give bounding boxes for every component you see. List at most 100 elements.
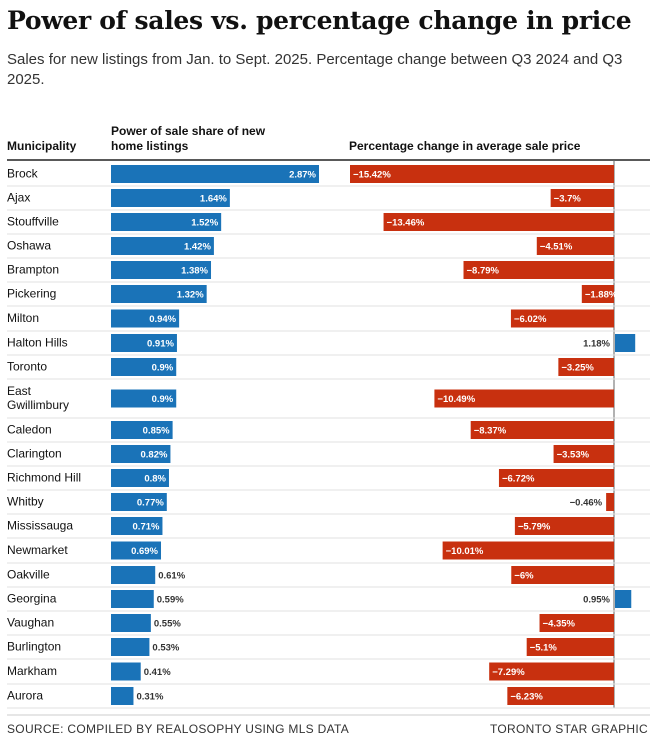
change-value-label: −8.79% bbox=[467, 266, 500, 277]
share-value-label: 0.41% bbox=[144, 667, 171, 678]
share-value-label: 0.94% bbox=[149, 314, 176, 325]
change-bar bbox=[536, 237, 614, 255]
municipality-label: Whitby bbox=[7, 495, 44, 509]
share-bar bbox=[111, 334, 177, 352]
municipality-label: Milton bbox=[7, 311, 39, 325]
share-value-label: 0.71% bbox=[133, 522, 160, 533]
share-bar bbox=[111, 662, 141, 681]
change-bar bbox=[581, 285, 614, 303]
page-title: Power of sales vs. percentage change in … bbox=[7, 6, 632, 35]
municipality-label: Mississauga bbox=[7, 519, 73, 533]
change-value-label: −6% bbox=[514, 571, 534, 582]
share-bar bbox=[111, 445, 171, 463]
share-bar bbox=[111, 590, 154, 608]
change-bar bbox=[511, 566, 614, 584]
change-value-label: −5.1% bbox=[530, 643, 558, 654]
share-bar bbox=[111, 493, 167, 511]
share-bar bbox=[111, 285, 207, 303]
share-value-label: 1.42% bbox=[184, 242, 211, 253]
page-subtitle: Sales for new listings from Jan. to Sept… bbox=[7, 51, 623, 88]
share-value-label: 0.82% bbox=[140, 450, 167, 461]
share-value-label: 0.59% bbox=[157, 595, 184, 606]
change-bar bbox=[510, 309, 614, 328]
change-bar bbox=[442, 541, 614, 560]
source-note: SOURCE: COMPILED BY REALOSOPHY USING MLS… bbox=[7, 722, 350, 736]
change-value-label: −5.79% bbox=[518, 522, 551, 533]
share-bar bbox=[111, 566, 156, 584]
share-value-label: 0.53% bbox=[152, 643, 179, 654]
municipality-label: Oakville bbox=[7, 568, 50, 582]
share-bar bbox=[111, 261, 212, 279]
change-value-label: −10.01% bbox=[446, 546, 484, 557]
change-value-label: −6.23% bbox=[510, 692, 543, 703]
change-value-label: −3.25% bbox=[561, 363, 594, 374]
share-value-label: 2.87% bbox=[289, 170, 316, 181]
change-value-label: −13.46% bbox=[387, 218, 425, 229]
change-bar bbox=[539, 614, 614, 632]
graphic-credit: TORONTO STAR GRAPHIC bbox=[489, 722, 648, 736]
change-value-label: −3.7% bbox=[554, 194, 582, 205]
change-value-label: −4.35% bbox=[543, 619, 576, 630]
municipality-label: Toronto bbox=[7, 360, 47, 374]
change-value-label: −3.53% bbox=[557, 450, 590, 461]
share-bar bbox=[111, 389, 177, 408]
share-bar bbox=[111, 638, 150, 656]
share-value-label: 0.55% bbox=[154, 619, 181, 630]
change-value-label: −8.37% bbox=[474, 426, 507, 437]
change-bar bbox=[526, 638, 614, 656]
change-bar bbox=[550, 189, 614, 207]
change-bar bbox=[489, 662, 614, 681]
municipality-label: Oshawa bbox=[7, 239, 51, 253]
municipality-label: Clarington bbox=[7, 447, 62, 461]
share-value-label: 0.9% bbox=[152, 363, 174, 374]
share-value-label: 0.77% bbox=[137, 498, 164, 509]
change-bar bbox=[434, 389, 614, 408]
change-bar bbox=[514, 517, 614, 535]
change-bar bbox=[553, 445, 614, 463]
share-value-label: 0.61% bbox=[158, 571, 185, 582]
municipality-label: Pickering bbox=[7, 287, 56, 301]
header-municipality: Municipality bbox=[7, 139, 77, 153]
change-value-label: −4.51% bbox=[540, 242, 573, 253]
share-bar bbox=[111, 614, 151, 632]
share-value-label: 0.31% bbox=[136, 692, 163, 703]
change-value-label: −6.02% bbox=[514, 314, 547, 325]
municipality-label: Richmond Hill bbox=[7, 471, 81, 485]
share-bar bbox=[111, 358, 177, 376]
share-value-label: 0.91% bbox=[147, 339, 174, 350]
share-value-label: 1.32% bbox=[177, 290, 204, 301]
share-bar bbox=[111, 237, 214, 255]
municipality-label: Aurora bbox=[7, 689, 43, 703]
municipality-label: Georgina bbox=[7, 592, 57, 606]
municipality-label: Vaughan bbox=[7, 616, 54, 630]
change-bar bbox=[615, 334, 636, 352]
share-bar bbox=[111, 469, 169, 487]
change-value-label: 0.95% bbox=[583, 595, 610, 606]
municipality-label: Newmarket bbox=[7, 543, 68, 557]
share-value-label: 1.52% bbox=[191, 218, 218, 229]
share-value-label: 0.69% bbox=[131, 546, 158, 557]
change-bar bbox=[350, 165, 614, 183]
change-bar bbox=[383, 213, 614, 231]
share-bar bbox=[111, 517, 163, 535]
change-bar bbox=[470, 421, 614, 439]
share-bar bbox=[111, 421, 173, 439]
share-value-label: 0.85% bbox=[143, 426, 170, 437]
municipality-label: Halton Hills bbox=[7, 336, 68, 350]
change-bar bbox=[463, 261, 614, 279]
municipality-label: East Gwillimbury bbox=[7, 384, 69, 412]
change-value-label: −10.49% bbox=[437, 394, 475, 405]
municipality-label: Brampton bbox=[7, 263, 59, 277]
change-value-label: −7.29% bbox=[492, 667, 525, 678]
municipality-label: Stouffville bbox=[7, 215, 59, 229]
change-value-label: 1.18% bbox=[583, 339, 610, 350]
share-bar bbox=[111, 541, 162, 560]
change-value-label: −15.42% bbox=[353, 170, 391, 181]
share-value-label: 1.64% bbox=[200, 194, 227, 205]
change-bar bbox=[558, 358, 614, 376]
share-value-label: 0.9% bbox=[152, 394, 174, 405]
change-bar bbox=[615, 590, 632, 608]
municipality-label: Brock bbox=[7, 167, 39, 181]
share-bar bbox=[111, 189, 230, 207]
